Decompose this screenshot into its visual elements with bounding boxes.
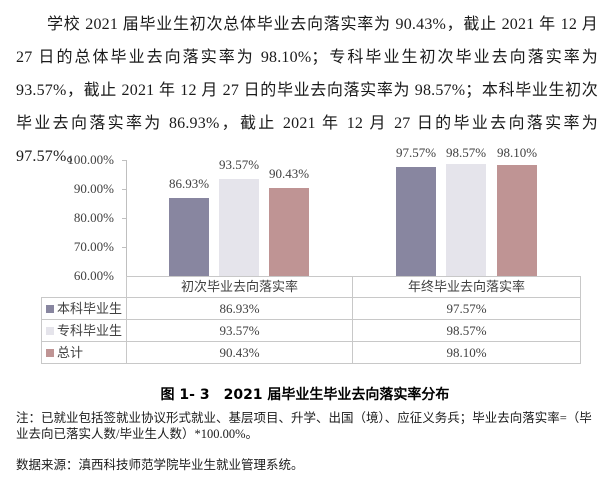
table-header-row: 初次毕业去向落实率 年终毕业去向落实率 [41, 276, 581, 298]
y-tick-mark [122, 189, 126, 190]
y-tick-mark [122, 160, 126, 161]
y-axis-line [126, 160, 127, 362]
bar-junior-college-yearend [446, 164, 486, 276]
legend-item-junior-college: 专科毕业生 [41, 319, 127, 342]
bar-value-label: 98.10% [496, 145, 538, 160]
legend-swatch-icon [46, 304, 54, 313]
table-cell: 90.43% [126, 341, 353, 364]
legend-item-undergrad: 本科毕业生 [41, 297, 127, 320]
table-corner-cell [41, 276, 127, 298]
ytick-label: 70.00% [73, 239, 114, 254]
table-cell: 98.57% [352, 319, 581, 342]
bar-total-yearend [497, 165, 537, 276]
y-tick-mark [122, 247, 126, 248]
ytick-label: 100.00% [67, 152, 114, 167]
bar-value-label: 93.57% [218, 157, 260, 172]
chart-data-table: 初次毕业去向落实率 年终毕业去向落实率 本科毕业生 86.93% 97.57% … [41, 276, 581, 364]
figure-note: 注：已就业包括签就业协议形式就业、基层项目、升学、出国（境）、应征义务兵；毕业去… [16, 411, 592, 441]
summary-paragraph: 学校 2021 届毕业生初次总体毕业去向落实率为 90.43%，截止 2021 … [16, 16, 598, 165]
bar-value-label: 98.57% [445, 145, 487, 160]
figure-caption: 图 1- 3 2021 届毕业生毕业去向落实率分布 [160, 387, 450, 403]
bar-chart: 100.00% 90.00% 80.00% 70.00% 60.00% 86.9… [41, 145, 581, 364]
bar-value-label: 86.93% [168, 176, 210, 191]
bar-value-label: 90.43% [268, 166, 310, 181]
table-cell: 93.57% [126, 319, 353, 342]
legend-swatch-icon [46, 348, 54, 357]
column-header: 年终毕业去向落实率 [352, 276, 581, 298]
legend-swatch-icon [46, 326, 54, 335]
table-cell: 98.10% [352, 341, 581, 364]
column-header: 初次毕业去向落实率 [126, 276, 353, 298]
legend-item-total: 总计 [41, 341, 127, 364]
data-source-note: 数据来源：滇西科技师范学院毕业生就业管理系统。 [16, 458, 304, 472]
table-row: 专科毕业生 93.57% 98.57% [41, 319, 581, 342]
table-row: 本科毕业生 86.93% 97.57% [41, 297, 581, 320]
bar-undergrad-yearend [396, 167, 436, 276]
y-tick-mark [122, 218, 126, 219]
legend-label: 本科毕业生 [57, 300, 123, 316]
table-cell: 86.93% [126, 297, 353, 320]
legend-label: 总计 [57, 344, 84, 360]
bar-total-initial [269, 188, 309, 276]
legend-label: 专科毕业生 [57, 322, 123, 338]
table-row: 总计 90.43% 98.10% [41, 341, 581, 364]
bar-undergrad-initial [169, 198, 209, 276]
table-cell: 97.57% [352, 297, 581, 320]
ytick-label: 90.00% [73, 181, 114, 196]
ytick-label: 80.00% [73, 210, 114, 225]
bar-junior-college-initial [219, 179, 259, 276]
bar-value-label: 97.57% [395, 145, 437, 160]
